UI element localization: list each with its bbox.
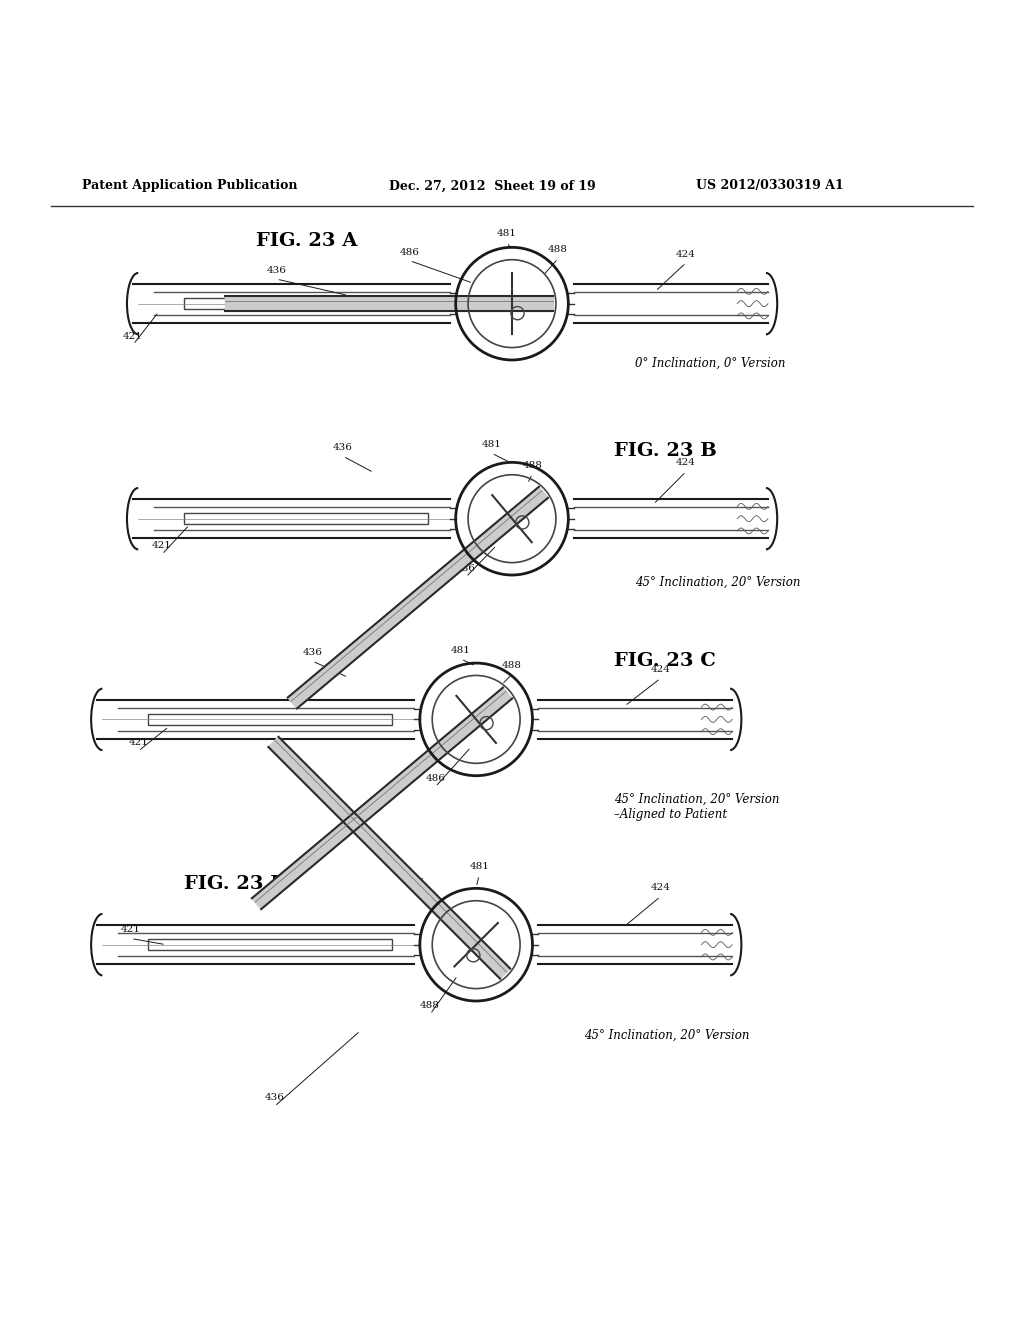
- Text: 436: 436: [302, 648, 323, 657]
- Text: 488: 488: [502, 661, 522, 671]
- Text: 486: 486: [456, 564, 476, 573]
- Text: 481: 481: [469, 862, 489, 871]
- Text: 436: 436: [264, 1093, 285, 1102]
- Bar: [184, 513, 428, 524]
- Text: 488: 488: [522, 461, 543, 470]
- Text: Patent Application Publication: Patent Application Publication: [82, 180, 297, 193]
- Text: FIG. 23 B: FIG. 23 B: [614, 442, 717, 461]
- Text: FIG. 23 A: FIG. 23 A: [256, 232, 357, 251]
- Text: 421: 421: [123, 331, 143, 341]
- Text: US 2012/0330319 A1: US 2012/0330319 A1: [696, 180, 844, 193]
- Text: 481: 481: [497, 230, 517, 238]
- Text: Dec. 27, 2012  Sheet 19 of 19: Dec. 27, 2012 Sheet 19 of 19: [389, 180, 596, 193]
- Text: 486: 486: [425, 774, 445, 783]
- Text: 488: 488: [548, 246, 568, 255]
- Text: 421: 421: [152, 541, 172, 550]
- Text: 481: 481: [451, 645, 471, 655]
- Text: FIG. 23 D: FIG. 23 D: [184, 875, 288, 894]
- Text: 45° Inclination, 20° Version
–Aligned to Patient: 45° Inclination, 20° Version –Aligned to…: [614, 793, 780, 821]
- Text: 488: 488: [420, 1001, 440, 1010]
- Text: 421: 421: [128, 738, 148, 747]
- Bar: [148, 939, 391, 950]
- Text: 0° Inclination, 0° Version: 0° Inclination, 0° Version: [635, 356, 785, 370]
- Text: 424: 424: [676, 249, 696, 259]
- Bar: [184, 298, 428, 309]
- Text: 436: 436: [266, 265, 287, 275]
- Text: 486: 486: [399, 248, 420, 256]
- Polygon shape: [225, 297, 553, 310]
- Text: 424: 424: [650, 665, 671, 675]
- Bar: [148, 714, 391, 725]
- Polygon shape: [288, 487, 548, 709]
- Text: 436: 436: [333, 444, 353, 453]
- Text: 45° Inclination, 20° Version: 45° Inclination, 20° Version: [635, 576, 801, 589]
- Polygon shape: [268, 737, 510, 978]
- Text: 424: 424: [676, 458, 696, 467]
- Text: FIG. 23 C: FIG. 23 C: [614, 652, 716, 671]
- Text: 486: 486: [404, 878, 425, 887]
- Text: 45° Inclination, 20° Version: 45° Inclination, 20° Version: [584, 1028, 750, 1041]
- Text: 424: 424: [650, 883, 671, 892]
- Text: 421: 421: [121, 925, 141, 935]
- Text: 481: 481: [481, 440, 502, 449]
- Polygon shape: [252, 688, 512, 909]
